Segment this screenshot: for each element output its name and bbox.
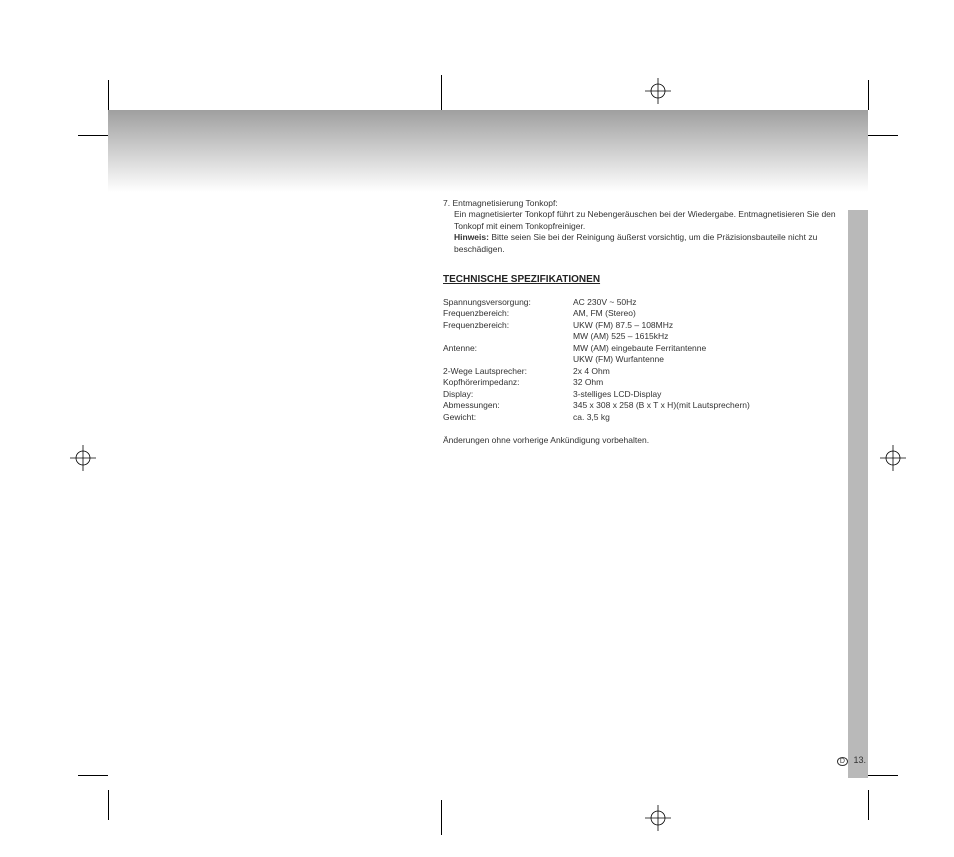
spec-label: Frequenzbereich: [443,308,573,319]
spec-row: Frequenzbereich:AM, FM (Stereo) [443,308,853,319]
crop-mark [441,75,442,110]
hinweis-text: Bitte seien Sie bei der Reinigung äußers… [454,232,817,253]
spec-value: UKW (FM) Wurfantenne [573,354,853,365]
crop-mark [868,790,869,820]
spec-row: Kopfhörerimpedanz:32 Ohm [443,377,853,388]
registration-mark-icon [880,445,906,471]
language-icon: D [837,757,848,766]
spec-row: 2-Wege Lautsprecher:2x 4 Ohm [443,366,853,377]
page: 7. Entmagnetisierung Tonkopf: Ein magnet… [108,110,868,790]
spec-row: Display:3-stelliges LCD-Display [443,389,853,400]
spec-label: Display: [443,389,573,400]
spec-label: 2-Wege Lautsprecher: [443,366,573,377]
section-title: Entmagnetisierung Tonkopf: [452,198,557,208]
spec-value: MW (AM) eingebaute Ferritantenne [573,343,853,354]
section-number: 7. [443,198,450,208]
crop-mark [78,775,108,776]
section-7: 7. Entmagnetisierung Tonkopf: Ein magnet… [443,198,853,255]
spec-value: MW (AM) 525 – 1615kHz [573,331,853,342]
spec-label: Gewicht: [443,412,573,423]
registration-mark-icon [645,805,671,831]
content-body: 7. Entmagnetisierung Tonkopf: Ein magnet… [443,198,853,446]
hinweis-label: Hinweis: [454,232,489,242]
crop-mark [441,800,442,835]
spec-row: Antenne:MW (AM) eingebaute Ferritantenne [443,343,853,354]
crop-mark [108,80,109,110]
spec-label: Abmessungen: [443,400,573,411]
crop-mark [868,80,869,110]
spec-row: Frequenzbereich:UKW (FM) 87.5 – 108MHz [443,320,853,331]
crop-mark [868,135,898,136]
page-number: D 13. [806,755,866,765]
spec-label: Frequenzbereich: [443,320,573,331]
spec-label: Spannungsversorgung: [443,297,573,308]
crop-mark [868,775,898,776]
spec-value: AM, FM (Stereo) [573,308,853,319]
footnote: Änderungen ohne vorherige Ankündigung vo… [443,435,853,446]
header-gradient [108,110,868,192]
spec-table: Spannungsversorgung:AC 230V ~ 50Hz Frequ… [443,297,853,423]
spec-heading: TECHNISCHE SPEZIFIKATIONEN [443,273,853,287]
crop-mark [78,135,108,136]
spec-row: Spannungsversorgung:AC 230V ~ 50Hz [443,297,853,308]
registration-mark-icon [70,445,96,471]
spec-value: UKW (FM) 87.5 – 108MHz [573,320,853,331]
spec-value: 3-stelliges LCD-Display [573,389,853,400]
spec-label: Kopfhörerimpedanz: [443,377,573,388]
spec-label [443,331,573,342]
section-text: Ein magnetisierter Tonkopf führt zu Nebe… [454,209,836,230]
spec-value: 32 Ohm [573,377,853,388]
crop-mark [108,790,109,820]
spec-row: Gewicht:ca. 3,5 kg [443,412,853,423]
spec-value: ca. 3,5 kg [573,412,853,423]
spec-row: UKW (FM) Wurfantenne [443,354,853,365]
spec-label: Antenne: [443,343,573,354]
spec-value: 2x 4 Ohm [573,366,853,377]
spec-value: AC 230V ~ 50Hz [573,297,853,308]
spec-row: MW (AM) 525 – 1615kHz [443,331,853,342]
spec-value: 345 x 308 x 258 (B x T x H)(mit Lautspre… [573,400,853,411]
spec-row: Abmessungen:345 x 308 x 258 (B x T x H)(… [443,400,853,411]
page-number-value: 13. [853,755,866,765]
spec-label [443,354,573,365]
registration-mark-icon [645,78,671,104]
